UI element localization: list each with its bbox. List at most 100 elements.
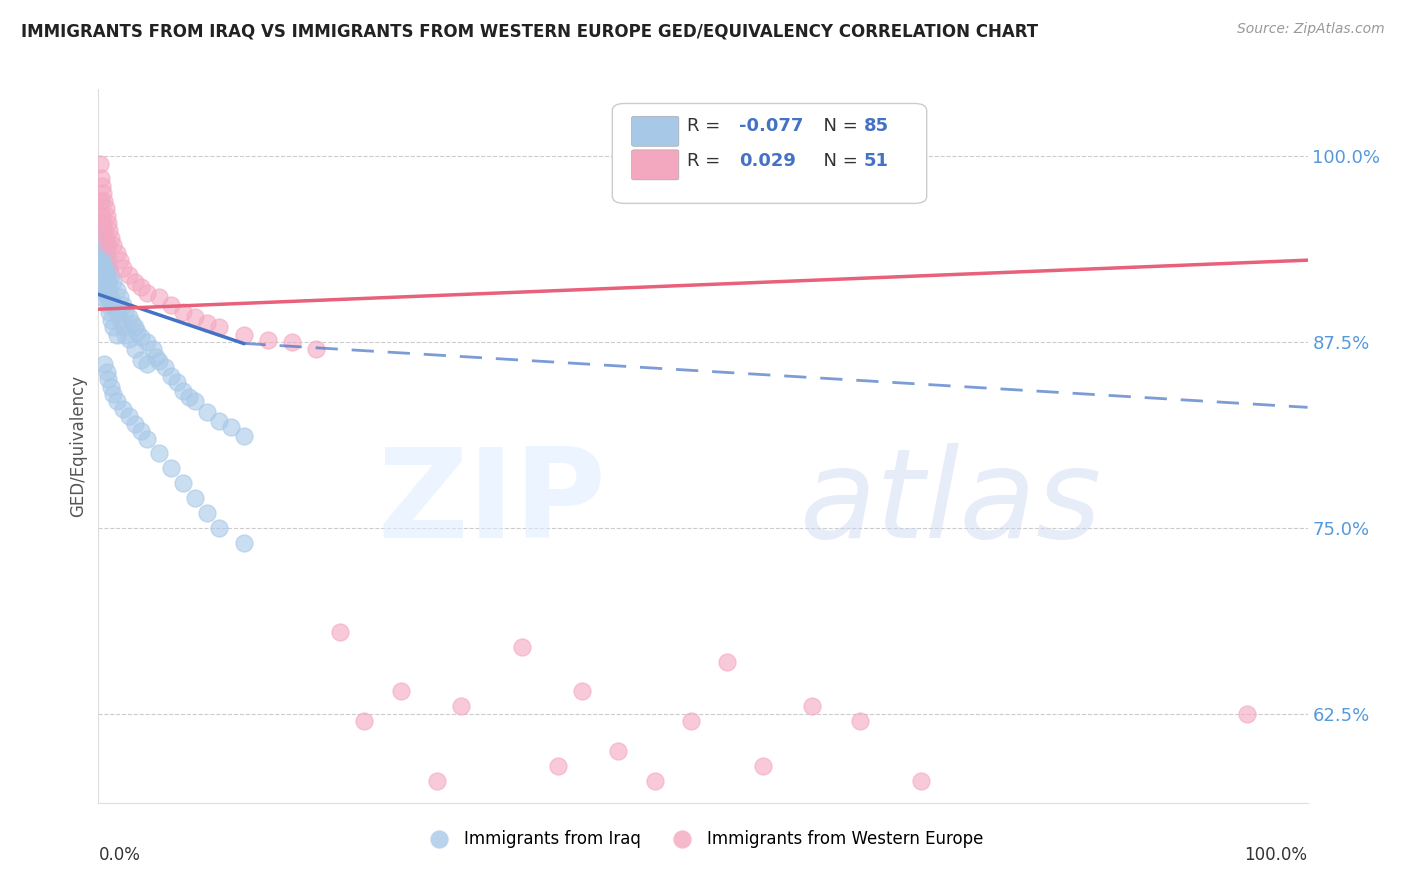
Point <box>195 506 218 520</box>
Point <box>94 238 117 252</box>
Point <box>100 312 122 326</box>
Point <box>108 253 131 268</box>
Point <box>98 223 121 237</box>
Point <box>208 320 231 334</box>
Point <box>93 357 115 371</box>
Point <box>160 461 183 475</box>
Point <box>100 379 122 393</box>
Point <box>94 260 117 275</box>
Point <box>97 238 120 252</box>
Point <box>105 283 128 297</box>
Point <box>91 209 114 223</box>
Point <box>111 320 134 334</box>
Point <box>232 535 254 549</box>
Point <box>124 343 146 357</box>
Point <box>644 773 666 788</box>
Point <box>93 194 115 208</box>
Point <box>135 357 157 371</box>
Point <box>148 446 170 460</box>
Point <box>135 334 157 349</box>
Point <box>118 310 141 324</box>
Point <box>118 268 141 282</box>
Point <box>100 231 122 245</box>
Point <box>90 253 112 268</box>
Point <box>547 758 569 772</box>
Point <box>160 298 183 312</box>
Point <box>121 316 143 330</box>
Point <box>97 298 120 312</box>
FancyBboxPatch shape <box>631 116 679 146</box>
Point <box>101 298 124 312</box>
Text: atlas: atlas <box>800 442 1102 564</box>
Point <box>90 283 112 297</box>
Point <box>96 290 118 304</box>
Point <box>153 360 176 375</box>
Point <box>232 327 254 342</box>
Point <box>96 365 118 379</box>
Point <box>93 231 115 245</box>
Point <box>184 394 207 409</box>
Text: IMMIGRANTS FROM IRAQ VS IMMIGRANTS FROM WESTERN EUROPE GED/EQUIVALENCY CORRELATI: IMMIGRANTS FROM IRAQ VS IMMIGRANTS FROM … <box>21 22 1038 40</box>
Text: 0.0%: 0.0% <box>98 846 141 863</box>
Point <box>118 332 141 346</box>
Point <box>281 334 304 349</box>
Text: Source: ZipAtlas.com: Source: ZipAtlas.com <box>1237 22 1385 37</box>
Point <box>305 343 328 357</box>
Point <box>195 405 218 419</box>
Point <box>179 390 201 404</box>
Text: R =: R = <box>688 118 727 136</box>
Point <box>89 253 111 268</box>
Text: 85: 85 <box>863 118 889 136</box>
Point <box>89 223 111 237</box>
Point <box>607 744 630 758</box>
Point <box>145 350 167 364</box>
Point <box>127 325 149 339</box>
Point <box>148 354 170 368</box>
Point <box>129 280 152 294</box>
Point <box>124 320 146 334</box>
Point <box>208 414 231 428</box>
Point <box>98 260 121 275</box>
Legend: Immigrants from Iraq, Immigrants from Western Europe: Immigrants from Iraq, Immigrants from We… <box>416 824 990 855</box>
FancyBboxPatch shape <box>613 103 927 203</box>
Point <box>129 330 152 344</box>
Point <box>135 285 157 300</box>
Point <box>389 684 412 698</box>
Text: N =: N = <box>811 118 863 136</box>
Point <box>90 171 112 186</box>
Text: 51: 51 <box>863 152 889 169</box>
Point <box>716 655 738 669</box>
Point <box>90 209 112 223</box>
Point <box>111 260 134 275</box>
Point <box>142 343 165 357</box>
Point <box>256 334 278 348</box>
Point <box>124 417 146 431</box>
Point <box>184 310 207 324</box>
Point <box>232 428 254 442</box>
Text: 0.029: 0.029 <box>740 152 796 169</box>
Point <box>105 305 128 319</box>
Point <box>221 419 243 434</box>
Point <box>94 201 117 215</box>
Point <box>124 276 146 290</box>
Point <box>426 773 449 788</box>
Point <box>108 290 131 304</box>
Point <box>172 476 194 491</box>
Point <box>752 758 775 772</box>
Point <box>101 276 124 290</box>
Point <box>118 409 141 424</box>
Point <box>172 384 194 398</box>
Point <box>91 245 114 260</box>
Point <box>100 290 122 304</box>
Point <box>450 699 472 714</box>
Point <box>108 312 131 326</box>
Point <box>90 231 112 245</box>
Point <box>91 186 114 201</box>
Point <box>100 268 122 282</box>
Point <box>105 245 128 260</box>
Point <box>160 369 183 384</box>
Point <box>111 298 134 312</box>
Point <box>679 714 702 728</box>
Point <box>94 283 117 297</box>
Point <box>105 327 128 342</box>
